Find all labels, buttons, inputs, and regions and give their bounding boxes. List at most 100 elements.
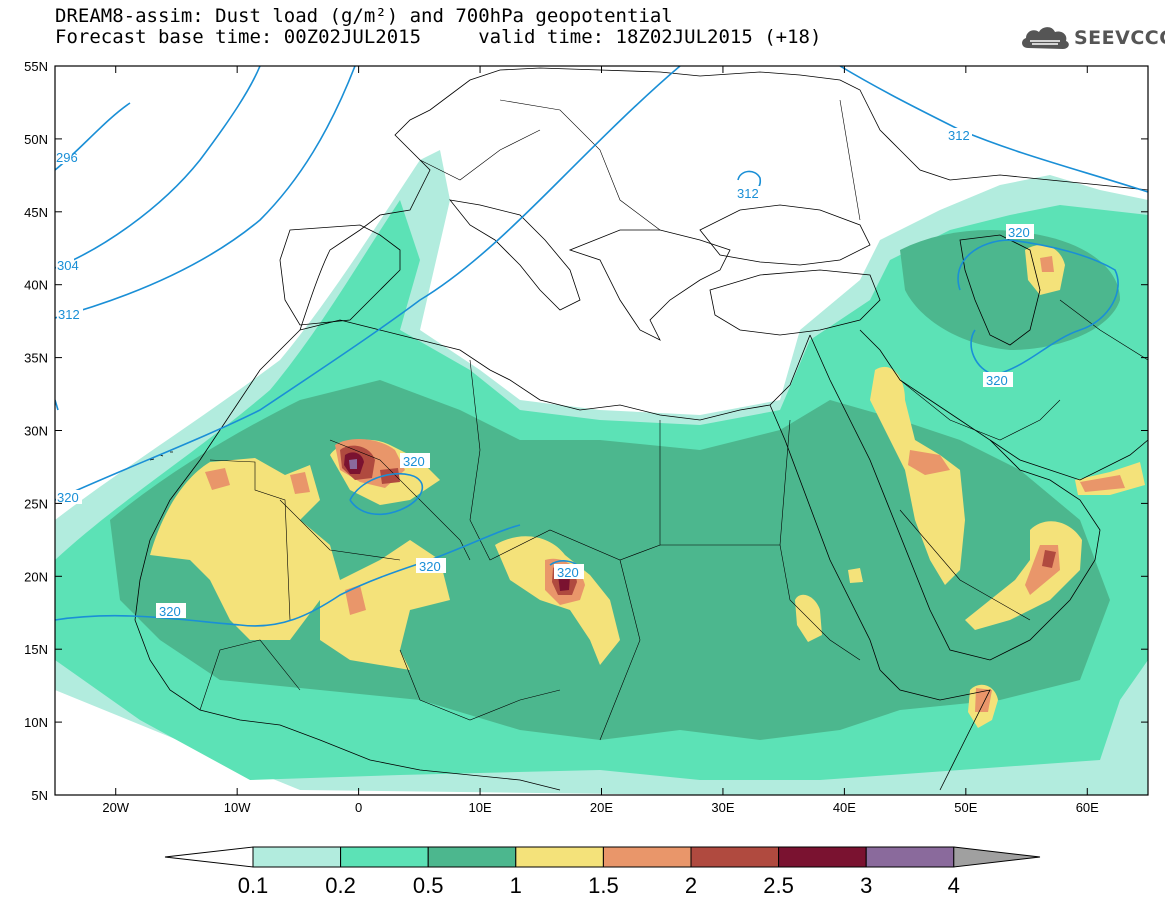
colorbar-label: 2 [685, 873, 697, 898]
contour-304 [55, 66, 261, 269]
dust-region-1.5 [1040, 256, 1054, 272]
colorbar-max-arrow [953, 846, 1041, 868]
border [899, 509, 1031, 621]
colorbar-segment [252, 846, 342, 868]
border [329, 439, 471, 561]
horn-coastline [879, 669, 991, 791]
black-sea-coastline [699, 204, 871, 266]
seevccc-logo: SEEVCCC [1018, 24, 1165, 54]
contour-label: 312 [58, 307, 80, 322]
balkan-coastline [568, 229, 731, 341]
border [209, 459, 291, 621]
colorbar-segment [515, 846, 604, 868]
contour-label: 320 [159, 604, 181, 619]
border [599, 559, 641, 741]
dust-shading [55, 150, 1148, 795]
dust-region-1 [870, 366, 965, 585]
dust-region-1.5 [1080, 475, 1125, 492]
contour-label: 320 [986, 373, 1008, 388]
longitude-axis: 20W 10W 0 10E 20E 30E 40E 50E 60E [102, 66, 1099, 815]
colorbar-label: 1.5 [588, 873, 619, 898]
border [499, 99, 661, 231]
colorbar: 0.1 0.2 0.5 1 1.5 2 2.5 3 4 [164, 846, 1041, 898]
red-sea-coastline [769, 404, 881, 671]
border [399, 649, 561, 721]
lat-label: 25N [24, 496, 48, 511]
lon-label: 20W [102, 800, 129, 815]
contour-label: 312 [737, 186, 759, 201]
dust-region-2 [380, 468, 400, 484]
colorbar-label: 0.2 [325, 873, 356, 898]
colorbar-min-arrow [164, 846, 254, 868]
colorbar-label: 0.5 [413, 873, 444, 898]
lat-label: 20N [24, 569, 48, 584]
lat-label: 35N [24, 351, 48, 366]
lat-label: 10N [24, 715, 48, 730]
colorbar-segment [690, 846, 780, 868]
arabia-coastline [809, 329, 1101, 661]
contour-label: 320 [419, 559, 441, 574]
contour-label: 304 [57, 258, 79, 273]
contour-label: 320 [557, 565, 579, 580]
colorbar-label: 1 [510, 873, 522, 898]
colorbar-segment [427, 846, 517, 868]
lon-label: 30E [711, 800, 734, 815]
header: DREAM8-assim: Dust load (g/m²) and 700hP… [55, 6, 955, 48]
contour-label: 296 [56, 150, 78, 165]
lon-label: 50E [954, 800, 977, 815]
dust-region-1.5 [205, 468, 230, 490]
lat-label: 5N [31, 788, 48, 803]
country-borders [199, 99, 1148, 741]
dust-region-0.5 [900, 230, 1120, 350]
lon-label: 10W [224, 800, 251, 815]
dust-region-1.5 [290, 472, 310, 494]
lat-label: 15N [24, 642, 48, 657]
caspian-coastline [959, 234, 1041, 346]
latitude-axis: 55N 50N 45N 40N 35N 30N 25N 20N 15N 10N 5N [24, 59, 1148, 803]
contour-320-loop1 [349, 473, 424, 516]
coastlines [134, 67, 1148, 791]
colorbar-segment [340, 846, 429, 868]
dust-region-1 [150, 458, 450, 670]
colorbar-segment [865, 846, 955, 868]
lat-label: 55N [24, 59, 48, 74]
north-africa-coastline [134, 329, 561, 791]
persian-gulf-coastline [989, 439, 1148, 481]
logo-text: SEEVCCC [1074, 27, 1165, 49]
contour-312-west [55, 66, 356, 319]
colorbar-label: 3 [860, 873, 872, 898]
border [419, 129, 541, 181]
dust-region-1.5 [345, 585, 366, 615]
lat-label: 45N [24, 205, 48, 220]
colorbar-label: 2.5 [763, 873, 794, 898]
border [779, 544, 861, 661]
colorbar-segment [778, 846, 867, 868]
contour-labels: 312 320 320 320 320 320 320 312 312 304 … [56, 128, 1034, 619]
italy-coastline [449, 199, 581, 311]
colorbar-segment [602, 846, 692, 868]
map-title: DREAM8-assim: Dust load (g/m²) and 700hP… [55, 5, 673, 27]
lat-label: 50N [24, 132, 48, 147]
mediterranean-africa-coastline [299, 319, 811, 421]
lon-label: 60E [1076, 800, 1099, 815]
turkey-coastline [709, 269, 881, 336]
colorbar-label: 4 [948, 873, 960, 898]
lon-label: 10E [468, 800, 491, 815]
contour-312-east [839, 66, 1148, 193]
contour-label: 312 [948, 128, 970, 143]
border [1059, 299, 1148, 361]
cloud-icon [1022, 27, 1069, 49]
lon-label: 40E [833, 800, 856, 815]
dust-region-2 [1042, 550, 1056, 568]
border [899, 379, 1061, 441]
colorbar-label: 0.1 [238, 873, 269, 898]
lat-label: 30N [24, 424, 48, 439]
border [199, 639, 301, 711]
border [279, 499, 401, 561]
contour-320-main [55, 66, 681, 501]
iberia-coastline [279, 224, 401, 326]
dust-region-1 [848, 568, 863, 583]
contour-label: 320 [57, 490, 79, 505]
dust-region-1.5 [908, 450, 950, 475]
